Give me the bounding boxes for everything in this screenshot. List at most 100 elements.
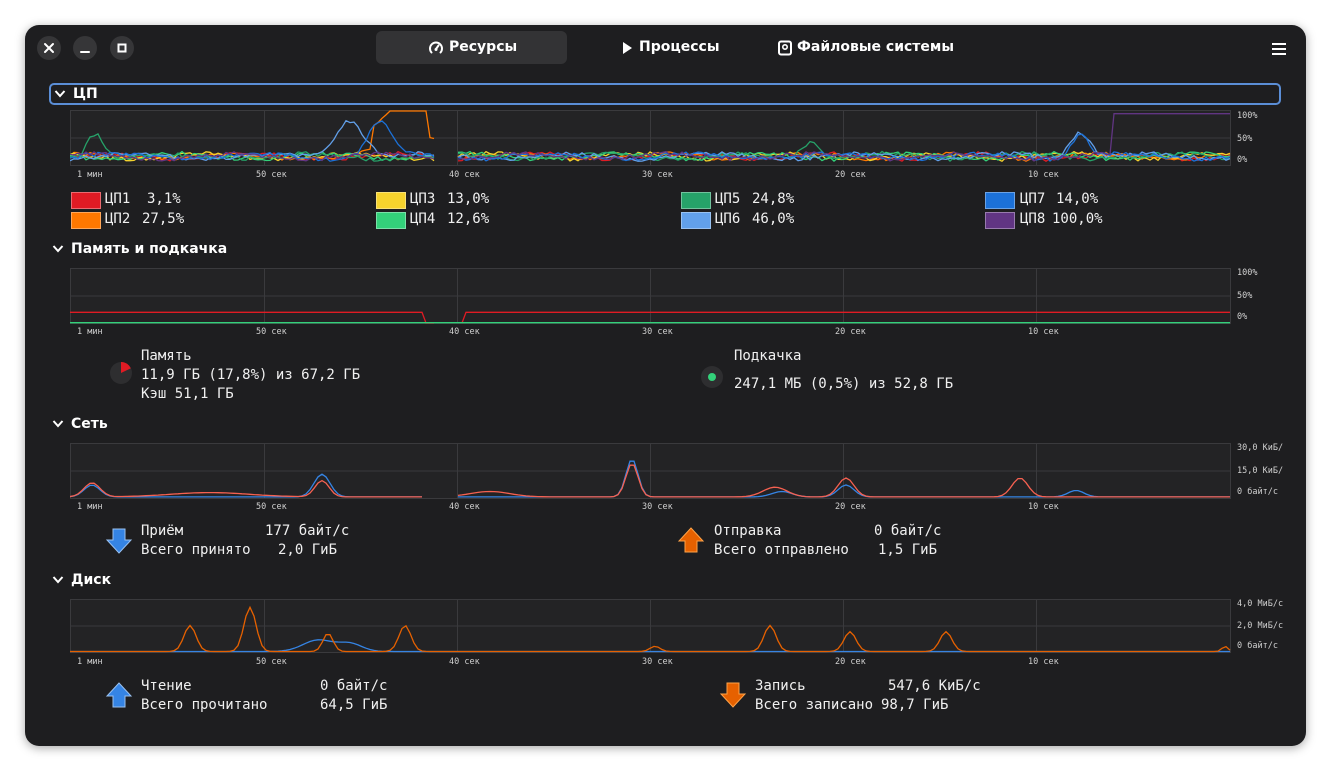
memory-history-line bbox=[70, 311, 434, 324]
y-tick: 4,0 МиБ/с bbox=[1237, 599, 1284, 609]
cpu4-color-swatch[interactable] bbox=[376, 212, 406, 229]
cpu3-label: ЦП3 bbox=[410, 191, 436, 207]
cpu-history-line bbox=[457, 150, 1231, 162]
y-tick: 50% bbox=[1237, 134, 1253, 144]
time-label: 50 сек bbox=[256, 170, 287, 180]
time-label: 30 сек bbox=[642, 657, 673, 667]
send-total-label: Всего отправлено bbox=[714, 542, 849, 558]
memory-section-header[interactable]: Память и подкачка bbox=[49, 240, 449, 258]
hamburger-menu-icon[interactable] bbox=[1269, 39, 1289, 59]
time-label: 30 сек bbox=[642, 327, 673, 337]
receive-label: Приём bbox=[141, 523, 184, 539]
maximize-icon bbox=[117, 43, 127, 53]
cpu-history-line bbox=[70, 151, 435, 162]
cpu7-color-swatch[interactable] bbox=[985, 192, 1015, 209]
receive-rate: 177 байт/с bbox=[265, 523, 350, 539]
memory-usage-graph bbox=[70, 268, 1231, 324]
memory-usage: 11,9 ГБ (17,8%) из 67,2 ГБ bbox=[141, 367, 361, 383]
time-label: 50 сек bbox=[256, 327, 287, 337]
send-total: 1,5 ГиБ bbox=[878, 542, 938, 558]
time-label: 10 сек bbox=[1028, 502, 1059, 512]
cpu-history-line bbox=[70, 150, 435, 162]
cpu-history-line bbox=[70, 133, 435, 162]
write-total-label: Всего записано bbox=[755, 697, 874, 713]
close-button[interactable] bbox=[37, 36, 61, 60]
cpu5-label: ЦП5 bbox=[715, 191, 741, 207]
write-history-line bbox=[70, 605, 1231, 653]
time-label: 50 сек bbox=[256, 657, 287, 667]
disk-icon bbox=[778, 40, 792, 56]
read-total-label: Всего прочитано bbox=[141, 697, 268, 713]
cpu1-label: ЦП1 bbox=[105, 191, 131, 207]
tab-filesystems-label: Файловые системы bbox=[797, 39, 955, 55]
time-label: 10 сек bbox=[1028, 657, 1059, 667]
cpu-section-header[interactable]: ЦП bbox=[49, 83, 1281, 105]
memory-label: Память bbox=[141, 348, 192, 364]
time-label: 10 сек bbox=[1028, 170, 1059, 180]
time-label: 30 сек bbox=[642, 502, 673, 512]
disk-section-header[interactable]: Диск bbox=[49, 571, 349, 589]
network-usage-graph bbox=[70, 443, 1231, 499]
write-total: 98,7 ГиБ bbox=[881, 697, 949, 713]
tab-resources[interactable]: Ресурсы bbox=[376, 31, 567, 64]
cpu8-value: 100,0% bbox=[1052, 211, 1103, 227]
y-tick: 100% bbox=[1237, 111, 1258, 121]
cpu6-color-swatch[interactable] bbox=[681, 212, 711, 229]
memory-cache: Кэш 51,1 ГБ bbox=[141, 386, 234, 402]
cpu2-color-swatch[interactable] bbox=[71, 212, 101, 229]
read-total: 64,5 ГиБ bbox=[320, 697, 388, 713]
cpu-history-line bbox=[70, 120, 435, 162]
time-label: 40 сек bbox=[449, 170, 480, 180]
cpu5-color-swatch[interactable] bbox=[681, 192, 711, 209]
send-label: Отправка bbox=[714, 523, 782, 539]
gauge-icon bbox=[429, 41, 443, 54]
y-tick: 0% bbox=[1237, 312, 1248, 322]
cpu2-label: ЦП2 bbox=[105, 211, 131, 227]
play-icon bbox=[623, 42, 632, 54]
cpu6-value: 46,0% bbox=[752, 211, 795, 227]
tab-processes[interactable]: Процессы bbox=[615, 31, 725, 64]
minimize-button[interactable] bbox=[73, 36, 97, 60]
time-label: 20 сек bbox=[835, 170, 866, 180]
receive-total: 2,0 ГиБ bbox=[278, 542, 338, 558]
send-history-line bbox=[457, 464, 1230, 498]
time-label: 50 сек bbox=[256, 502, 287, 512]
chevron-down-icon bbox=[54, 90, 66, 98]
time-label: 20 сек bbox=[835, 502, 866, 512]
y-tick: 50% bbox=[1237, 291, 1253, 301]
write-label: Запись bbox=[755, 678, 806, 694]
y-tick: 0 байт/с bbox=[1237, 641, 1278, 651]
send-rate: 0 байт/с bbox=[874, 523, 942, 539]
cpu8-color-swatch[interactable] bbox=[985, 212, 1015, 229]
arrow-up-icon bbox=[677, 527, 705, 553]
disk-usage-graph bbox=[70, 599, 1231, 653]
cpu1-color-swatch[interactable] bbox=[71, 192, 101, 209]
network-section-header[interactable]: Сеть bbox=[49, 415, 349, 433]
time-label: 1 мин bbox=[77, 327, 103, 337]
chevron-down-icon bbox=[52, 576, 64, 584]
time-label: 10 сек bbox=[1028, 327, 1059, 337]
tab-filesystems[interactable]: Файловые системы bbox=[775, 31, 965, 64]
cpu6-label: ЦП6 bbox=[715, 211, 741, 227]
y-tick: 15,0 КиБ/ bbox=[1237, 466, 1284, 476]
time-label: 30 сек bbox=[642, 170, 673, 180]
tab-resources-label: Ресурсы bbox=[449, 39, 518, 55]
cpu3-color-swatch[interactable] bbox=[376, 192, 406, 209]
cpu-history-line bbox=[457, 113, 1230, 162]
close-icon bbox=[44, 43, 54, 53]
time-label: 20 сек bbox=[835, 657, 866, 667]
cpu5-value: 24,8% bbox=[752, 191, 795, 207]
arrow-up-icon bbox=[105, 682, 133, 708]
read-rate: 0 байт/с bbox=[320, 678, 388, 694]
y-tick: 30,0 КиБ/ bbox=[1237, 443, 1284, 453]
disk-section-title: Диск bbox=[71, 572, 112, 588]
time-label: 40 сек bbox=[449, 502, 480, 512]
y-tick: 0 байт/с bbox=[1237, 487, 1278, 497]
maximize-button[interactable] bbox=[110, 36, 134, 60]
time-label: 1 мин bbox=[77, 170, 103, 180]
y-tick: 0% bbox=[1237, 155, 1248, 165]
cpu8-label: ЦП8 bbox=[1020, 211, 1046, 227]
send-history-line bbox=[70, 479, 422, 498]
cpu2-value: 27,5% bbox=[142, 211, 185, 227]
cpu3-value: 13,0% bbox=[447, 191, 490, 207]
